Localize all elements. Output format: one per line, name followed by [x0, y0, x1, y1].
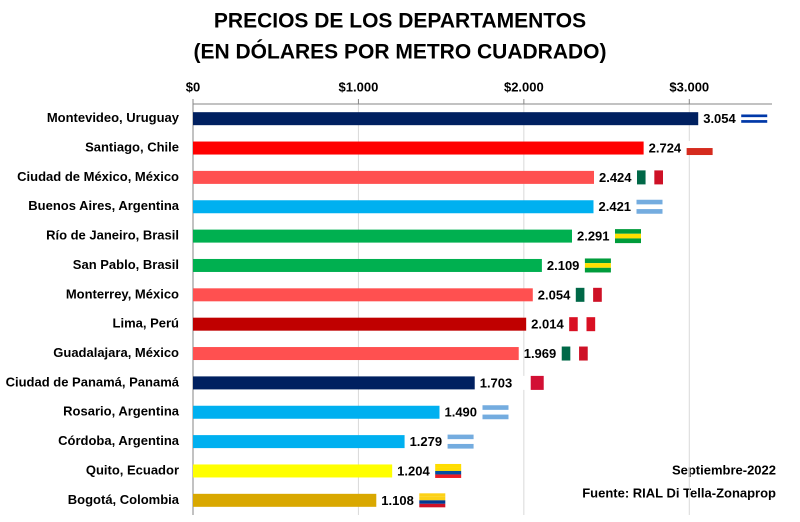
flag: [435, 474, 462, 478]
flag: [570, 346, 580, 361]
annotation: Septiembre-2022: [672, 462, 776, 477]
bar: [193, 317, 527, 331]
flag: [530, 375, 544, 390]
bar: [193, 229, 572, 243]
y-tick-label: Córdoba, Argentina: [58, 433, 180, 448]
bar: [193, 405, 440, 419]
flag: [447, 434, 474, 440]
flag: [482, 409, 509, 415]
x-tick-label: $0: [186, 79, 200, 94]
y-tick-label: Ciudad de Panamá, Panamá: [6, 374, 180, 389]
flag: [636, 209, 663, 214]
flag: [435, 470, 462, 475]
flag: [584, 267, 611, 273]
y-tick-label: Monterrey, México: [66, 286, 179, 301]
flag: [584, 287, 594, 302]
bar: [193, 288, 533, 302]
chart-title: PRECIOS DE LOS DEPARTAMENTOS: [214, 10, 586, 33]
y-tick-label: Guadalajara, México: [53, 345, 179, 360]
annotation: Fuente: RIAL Di Tella-Zonaprop: [582, 485, 776, 500]
value-label: 2.054: [538, 287, 571, 302]
value-label: 3.054: [703, 111, 736, 126]
value-label: 2.421: [599, 199, 632, 214]
flag: [741, 114, 768, 118]
flag: [636, 170, 646, 185]
flag: [686, 141, 713, 149]
y-tick-label: Ciudad de México, México: [17, 169, 179, 184]
flag: [419, 503, 446, 508]
bar: [193, 258, 542, 272]
bar: [193, 493, 377, 507]
value-label: 1.490: [444, 405, 477, 420]
bar: [193, 347, 519, 361]
flag: [586, 317, 596, 332]
y-tick-label: Río de Janeiro, Brasil: [46, 228, 179, 243]
flag: [419, 496, 446, 501]
flag: [419, 500, 446, 504]
value-label: 2.424: [599, 170, 632, 185]
chart-title: (EN DÓLARES POR METRO CUADRADO): [194, 40, 607, 64]
flag: [584, 258, 611, 264]
flag: [593, 287, 602, 302]
value-label: 2.724: [649, 140, 682, 155]
value-label: 2.014: [531, 317, 564, 332]
value-label: 1.204: [397, 463, 430, 478]
bar: [193, 376, 475, 390]
flag: [577, 317, 587, 332]
y-tick-label: Bogotá, Colombia: [68, 492, 180, 507]
flag: [741, 111, 768, 115]
flag: [645, 170, 655, 185]
value-label: 1.279: [410, 434, 443, 449]
bar: [193, 141, 644, 155]
flag: [741, 117, 768, 121]
y-tick-label: Buenos Aires, Argentina: [28, 198, 180, 213]
flag: [482, 414, 509, 420]
flag: [636, 204, 663, 210]
flag: [584, 263, 611, 268]
flag: [569, 317, 578, 332]
flag: [447, 439, 474, 444]
flag: [579, 346, 588, 361]
value-label: 2.109: [547, 258, 580, 273]
flag: [561, 346, 571, 361]
flag: [482, 405, 509, 410]
y-tick-label: Quito, Ecuador: [86, 462, 179, 477]
bar: [193, 170, 594, 184]
value-label: 1.703: [480, 375, 513, 390]
bar: [193, 112, 699, 126]
flag: [575, 287, 585, 302]
bar: [193, 435, 405, 449]
flag: [435, 467, 462, 471]
x-tick-label: $3.000: [669, 79, 709, 94]
flag: [435, 463, 462, 468]
flag: [517, 375, 531, 390]
flag: [614, 233, 641, 239]
value-label: 1.108: [381, 493, 414, 508]
x-tick-label: $2.000: [504, 79, 544, 94]
flag: [614, 229, 641, 234]
flag: [636, 199, 663, 205]
flag: [741, 122, 768, 126]
flag: [447, 443, 474, 449]
y-tick-label: Lima, Perú: [113, 316, 180, 331]
flag: [686, 148, 713, 156]
flag: [741, 120, 768, 123]
y-tick-label: Montevideo, Uruguay: [47, 110, 180, 125]
y-tick-label: Santiago, Chile: [85, 139, 179, 154]
flag: [654, 170, 663, 185]
y-tick-label: San Pablo, Brasil: [73, 257, 179, 272]
bar: [193, 200, 594, 214]
value-label: 2.291: [577, 229, 610, 244]
flag: [419, 493, 446, 497]
value-label: 1.969: [524, 346, 557, 361]
bar: [193, 464, 393, 478]
flag: [614, 238, 641, 244]
y-tick-label: Rosario, Argentina: [63, 404, 180, 419]
x-tick-label: $1.000: [339, 79, 379, 94]
